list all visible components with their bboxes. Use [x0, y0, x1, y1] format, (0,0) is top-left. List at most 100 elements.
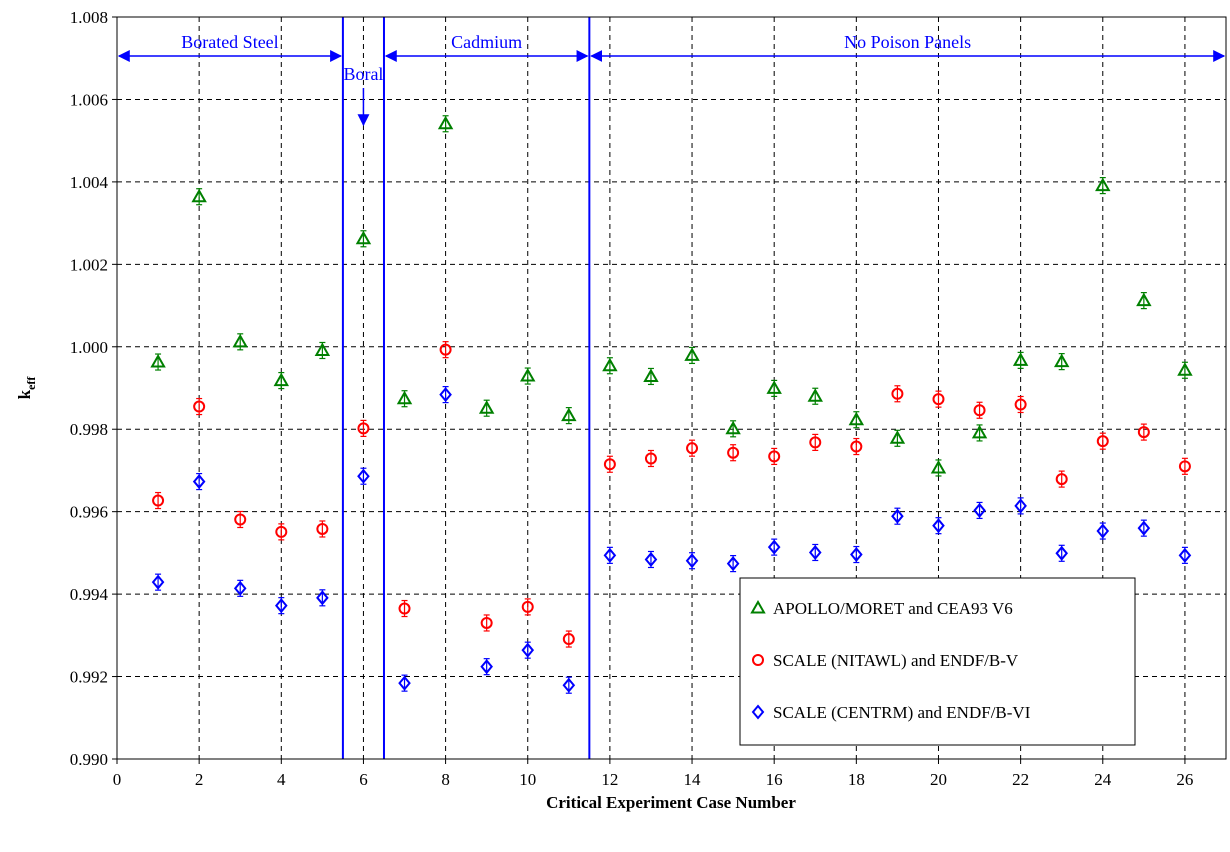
y-tick-label: 0.994 [70, 585, 109, 604]
legend-marker [752, 654, 764, 666]
x-tick-label: 14 [684, 770, 702, 789]
data-point [807, 388, 823, 402]
data-point [726, 556, 740, 572]
region-label: No Poison Panels [844, 32, 971, 52]
data-point [316, 522, 329, 535]
data-point [520, 368, 536, 382]
data-point [932, 393, 945, 406]
data-point [850, 440, 863, 453]
legend-label: APOLLO/MORET and CEA93 V6 [773, 599, 1013, 618]
x-tick-label: 26 [1176, 770, 1193, 789]
data-point [1177, 362, 1193, 376]
data-point [768, 450, 781, 463]
legend-label: SCALE (NITAWL) and ENDF/B-V [773, 651, 1019, 670]
data-point [727, 446, 740, 459]
series-triangle [150, 115, 1193, 477]
x-tick-label: 22 [1012, 770, 1029, 789]
data-point [439, 343, 452, 356]
data-point [1096, 523, 1110, 539]
data-point [316, 590, 329, 606]
y-tick-label: 1.002 [70, 255, 108, 274]
data-point [437, 115, 454, 130]
x-tick-label: 10 [519, 770, 536, 789]
data-point [396, 390, 413, 405]
x-tick-label: 4 [277, 770, 286, 789]
x-tick-label: 20 [930, 770, 947, 789]
legend-label: SCALE (CENTRM) and ENDF/B-VI [773, 703, 1031, 722]
data-point [809, 436, 822, 449]
data-point [478, 400, 495, 414]
data-point [848, 411, 865, 426]
y-tick-label: 0.996 [70, 503, 108, 522]
x-axis: 0 2 4 6 8 10 12 14 16 18 20 22 24 26 [113, 759, 1193, 789]
data-point [1095, 177, 1111, 192]
series-circle [152, 341, 1191, 648]
data-point [192, 474, 206, 490]
data-point [644, 452, 657, 465]
region-label: Borated Steel [181, 32, 278, 52]
data-point [766, 380, 782, 394]
y-axis: 0.990 0.992 0.994 0.996 0.998 1.000 1.002 1.004… [70, 8, 117, 769]
data-point [1178, 460, 1191, 473]
data-point [889, 430, 906, 444]
legend: APOLLO/MORET and CEA93 V6 SCALE (NITAWL) … [739, 577, 1136, 746]
data-point [725, 420, 741, 435]
x-tick-label: 0 [113, 770, 122, 789]
data-point [232, 333, 248, 348]
x-tick-label: 16 [766, 770, 783, 789]
x-tick-label: 6 [359, 770, 368, 789]
data-point [357, 422, 370, 435]
data-point [398, 602, 411, 615]
data-point [314, 342, 331, 356]
x-tick-label: 12 [601, 770, 618, 789]
data-point [193, 400, 206, 413]
data-point [850, 546, 863, 563]
data-point [439, 387, 452, 403]
x-tick-label: 2 [195, 770, 204, 789]
legend-box [739, 577, 1136, 746]
y-tick-label: 0.992 [70, 668, 108, 687]
data-point [1053, 353, 1070, 368]
data-point [767, 539, 781, 555]
series-layer [150, 115, 1193, 694]
data-point [1137, 426, 1150, 439]
y-tick-label: 1.000 [70, 338, 108, 357]
data-point [398, 675, 411, 691]
region-label: Boral [343, 64, 383, 84]
data-point [1096, 435, 1109, 448]
data-point [562, 677, 576, 693]
data-point [521, 600, 534, 613]
data-point [274, 598, 288, 614]
data-point [1178, 547, 1192, 563]
x-tick-label: 24 [1094, 770, 1112, 789]
data-point [1014, 498, 1027, 514]
data-point [973, 404, 986, 417]
legend-marker [750, 599, 766, 614]
data-point [603, 547, 617, 563]
data-point [152, 494, 165, 507]
y-tick-label: 1.006 [70, 90, 108, 109]
data-point [480, 616, 493, 629]
data-point [602, 357, 618, 372]
data-point [1014, 398, 1027, 411]
y-axis-title: keff [15, 376, 38, 400]
y-tick-label: 0.998 [70, 420, 108, 439]
data-point [603, 458, 616, 471]
x-axis-title: Critical Experiment Case Number [546, 793, 796, 812]
data-point [273, 372, 290, 387]
data-point [808, 544, 822, 561]
data-point [1055, 473, 1068, 486]
data-point [1136, 292, 1152, 307]
region-annotations: Borated Steel Boral Cadmium No Poison Panel… [117, 17, 1226, 759]
data-point [234, 513, 247, 526]
data-point [561, 407, 577, 422]
data-point [686, 442, 699, 455]
data-point [684, 347, 700, 361]
data-point [1137, 520, 1151, 536]
data-point [1055, 545, 1069, 561]
data-point [643, 368, 659, 382]
y-axis-title-main: k [15, 389, 34, 399]
data-point [932, 518, 945, 534]
data-point [233, 580, 247, 596]
